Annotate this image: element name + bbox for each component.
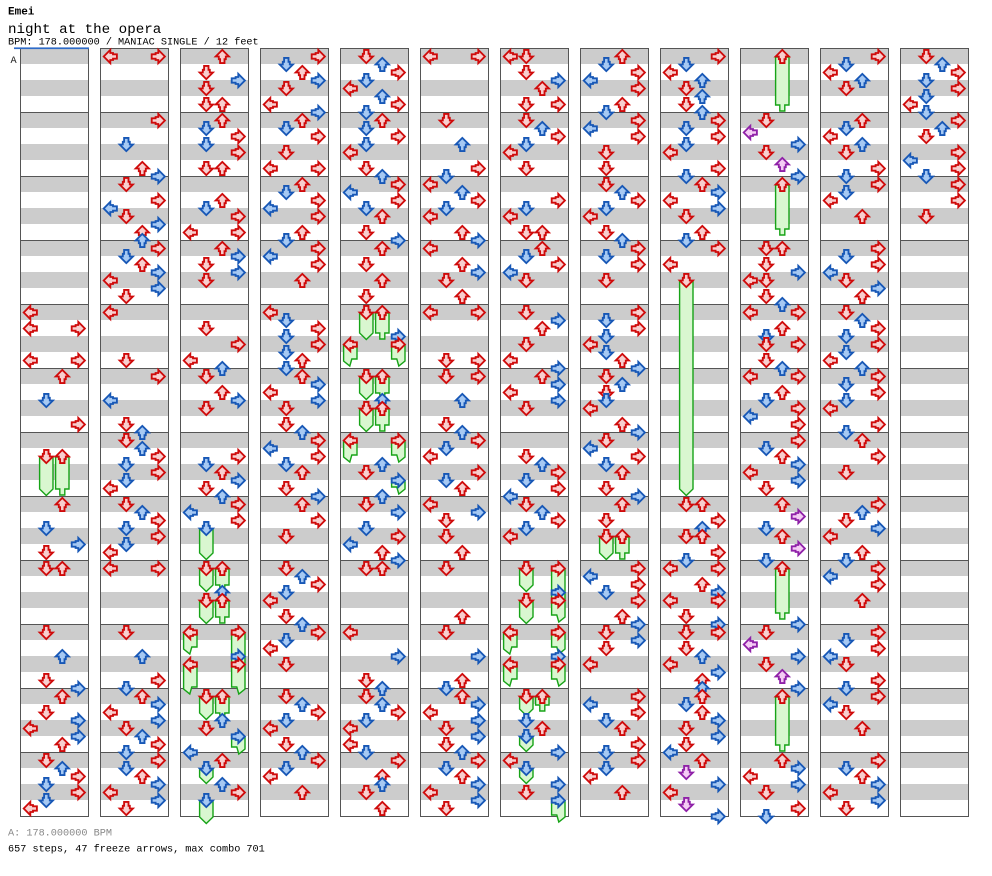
svg-text:night at the opera: night at the opera: [8, 22, 162, 38]
svg-text:A: 178.000000 BPM: A: 178.000000 BPM: [8, 829, 112, 840]
svg-text:657 steps, 47 freeze arrows, m: 657 steps, 47 freeze arrows, max combo 7…: [8, 844, 265, 856]
svg-text:A: A: [11, 56, 18, 67]
svg-text:BPM: 178.000000 / MANIAC SINGL: BPM: 178.000000 / MANIAC SINGLE / 12 fee…: [8, 37, 259, 49]
svg-text:Emei: Emei: [8, 7, 35, 19]
